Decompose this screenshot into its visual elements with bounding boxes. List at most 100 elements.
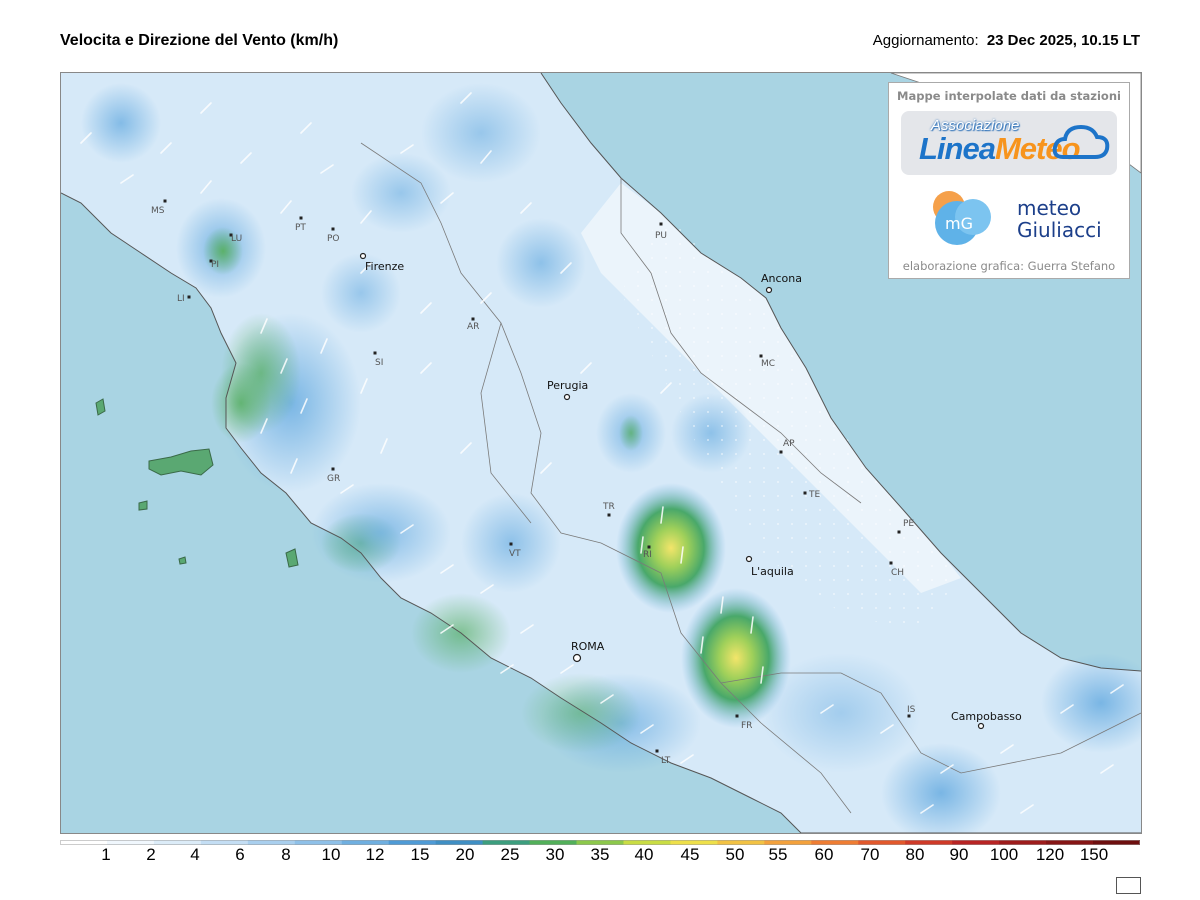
city-marker (765, 286, 773, 294)
scale-swatch (999, 840, 1047, 845)
color-scale-labels: 1 2 4 6 8 10 12 15 20 25 30 35 40 45 50 55 60 70 80 90 100 12… (60, 845, 1140, 865)
city-label: Firenze (365, 260, 404, 273)
scale-swatch (200, 840, 249, 845)
update-timestamp: Aggiornamento: 23 Dec 2025, 10.15 LT (873, 32, 1140, 49)
scale-label: 6 (235, 845, 245, 864)
small-island (138, 500, 148, 511)
city-marker (607, 513, 611, 517)
scale-swatch (1093, 840, 1140, 845)
city-marker (889, 561, 893, 565)
city-marker (803, 491, 807, 495)
scale-label: 20 (455, 845, 475, 864)
city-label: PI (211, 260, 219, 270)
city-label: LI (177, 294, 185, 304)
city-label: LT (661, 756, 671, 766)
scale-swatch (247, 840, 296, 845)
scale-swatch (670, 840, 718, 845)
city-marker (759, 354, 763, 358)
small-island (285, 548, 299, 568)
update-value: 23 Dec 2025, 10.15 LT (986, 32, 1140, 49)
scale-label: 1 (101, 845, 111, 864)
scale-swatch (60, 840, 108, 845)
elba-island (148, 448, 214, 476)
city-marker (187, 295, 191, 299)
city-marker (659, 222, 663, 226)
scale-swatch (529, 840, 578, 845)
color-scale-bar (60, 840, 1140, 845)
city-marker (331, 467, 335, 471)
city-label: PU (655, 231, 667, 241)
city-label: AP (783, 439, 795, 449)
lineameteo-logo[interactable]: Associazione LineaMeteo (901, 111, 1117, 175)
scale-swatch (623, 840, 671, 845)
scale-label: 12 (365, 845, 385, 864)
city-label: IS (907, 705, 916, 715)
city-label: Ancona (761, 272, 802, 285)
scale-label: 80 (905, 845, 925, 864)
scale-swatch (435, 840, 484, 845)
wind-vectors (80, 92, 1124, 814)
scale-label: 25 (500, 845, 520, 864)
wind-map-canvas: MS LU PI LI PT PO Firenze AR SI GR Perugia PU Ancona… (61, 73, 1141, 833)
city-label: FR (741, 721, 752, 731)
city-label: L'aquila (751, 565, 794, 578)
scale-label: 8 (281, 845, 291, 864)
scale-label: 45 (680, 845, 700, 864)
scale-label: 100 (989, 845, 1019, 864)
meteo-giuliacci-wordmark: meteo Giuliacci (1017, 197, 1102, 241)
city-label: PE (903, 519, 914, 529)
mg-line1: meteo (1017, 196, 1082, 220)
city-label: AR (467, 322, 479, 332)
scale-label: 35 (590, 845, 610, 864)
logo-heading: Mappe interpolate dati da stazioni (897, 89, 1121, 103)
scale-swatch (764, 840, 812, 845)
scale-label: 40 (634, 845, 654, 864)
coastline (61, 192, 1141, 833)
scale-label: 10 (321, 845, 341, 864)
scale-swatch (294, 840, 343, 845)
scale-label: 90 (949, 845, 969, 864)
city-marker (977, 722, 985, 730)
mg-line2: Giuliacci (1017, 218, 1102, 242)
city-marker (735, 714, 739, 718)
scale-swatch (1046, 840, 1094, 845)
city-label: TE (808, 490, 820, 500)
city-label: SI (375, 358, 383, 368)
city-layer: MS LU PI LI PT PO Firenze AR SI GR Perugia PU Ancona… (151, 199, 1022, 766)
scale-swatch (858, 840, 906, 845)
city-marker (647, 545, 651, 549)
city-label: LU (231, 234, 242, 244)
scale-swatch (106, 840, 155, 845)
scale-swatch (905, 840, 953, 845)
scale-swatch (576, 840, 624, 845)
city-label: ROMA (571, 640, 605, 653)
scale-label: 15 (410, 845, 430, 864)
city-marker (745, 555, 753, 563)
city-marker (907, 714, 911, 718)
scale-label: 2 (146, 845, 156, 864)
city-marker (897, 530, 901, 534)
scale-swatch (341, 840, 390, 845)
scale-swatch (388, 840, 437, 845)
update-label: Aggiornamento: (872, 32, 979, 49)
scale-label: 70 (860, 845, 880, 864)
city-marker (209, 259, 213, 263)
lineameteo-wordmark-a: Linea (919, 131, 996, 166)
map-title: Velocita e Direzione del Vento (km/h) (60, 32, 339, 49)
scale-label: 30 (545, 845, 565, 864)
wind-map[interactable]: MS LU PI LI PT PO Firenze AR SI GR Perugia PU Ancona… (60, 72, 1142, 834)
small-island (95, 398, 106, 416)
scale-label: 4 (190, 845, 200, 864)
calm-stipple (621, 213, 961, 633)
city-label: GR (327, 474, 340, 484)
scale-swatch (952, 840, 1000, 845)
scale-swatch (153, 840, 202, 845)
logo-credit: elaborazione grafica: Guerra Stefano (902, 259, 1116, 273)
city-label: TR (602, 502, 615, 512)
city-marker (509, 542, 513, 546)
corner-box[interactable] (1116, 877, 1141, 894)
scale-label: 50 (725, 845, 745, 864)
lineameteo-sub: Associazione (931, 117, 1020, 134)
city-label: MC (761, 359, 775, 369)
city-label: CH (891, 568, 904, 578)
